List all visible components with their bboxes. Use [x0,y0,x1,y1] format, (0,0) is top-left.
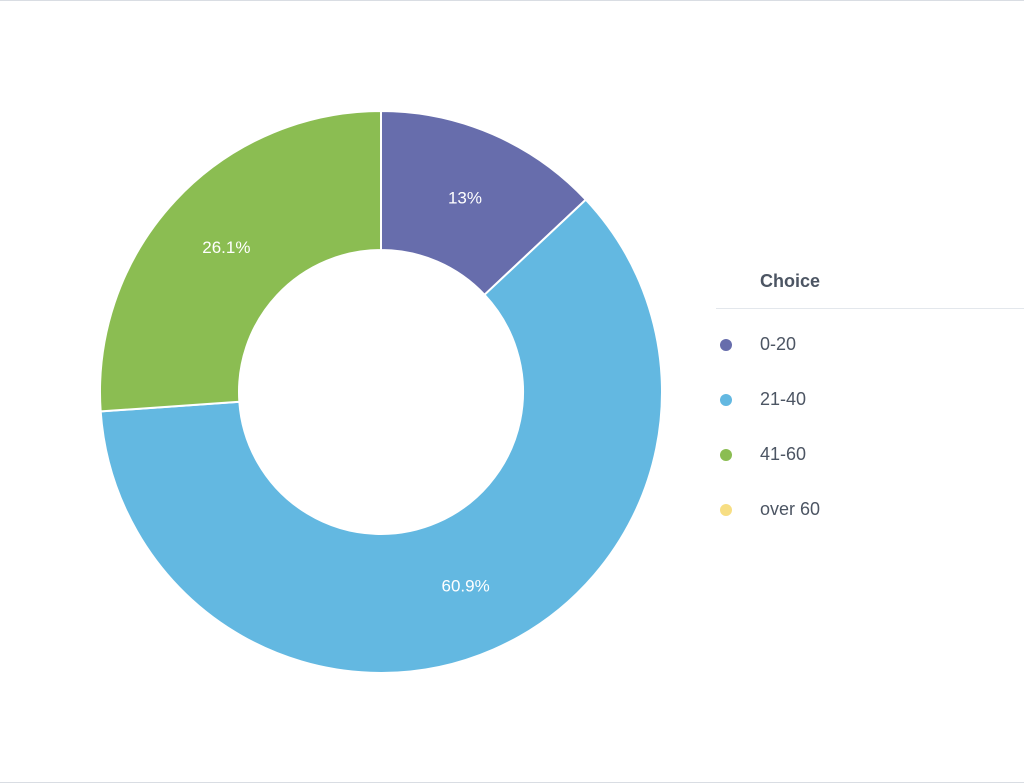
slice-21-40[interactable] [99,198,663,674]
legend: Choice 0-20 21-40 41-60 over 60 [716,257,1024,537]
slice-41-60[interactable] [99,109,382,413]
legend-dot-icon [720,503,732,516]
legend-item-0-20[interactable]: 0-20 [716,317,1024,372]
legend-dot-icon [720,448,732,461]
slice-label: 60.9% [442,576,490,595]
legend-item-21-40[interactable]: 21-40 [716,372,1024,427]
legend-dot-icon [720,338,732,351]
legend-item-over-60[interactable]: over 60 [716,482,1024,537]
legend-label: 41-60 [760,444,807,464]
legend-item-41-60[interactable]: 41-60 [716,427,1024,482]
slice-label: 13% [448,188,482,207]
slice-label: 26.1% [202,238,250,257]
slice-0-20[interactable] [380,109,588,297]
legend-label: over 60 [760,499,821,519]
legend-dot-icon [720,393,732,406]
legend-label: 21-40 [760,389,807,409]
legend-label: 0-20 [760,334,797,354]
legend-title: Choice [716,257,1024,309]
legend-list: 0-20 21-40 41-60 over 60 [716,309,1024,537]
